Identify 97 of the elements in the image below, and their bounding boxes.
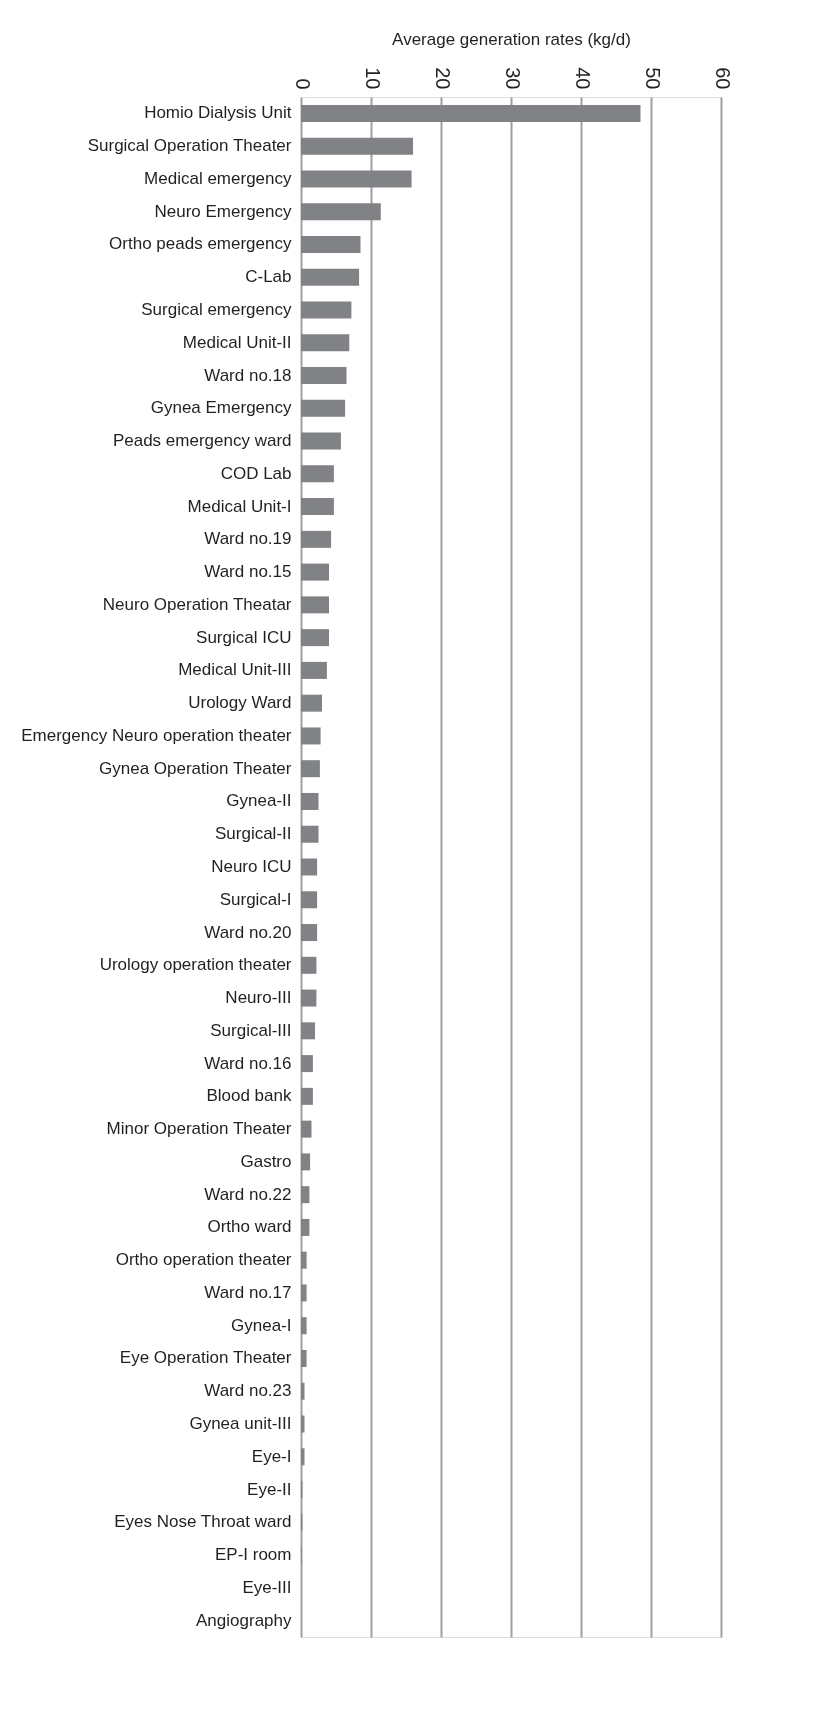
- bar: [301, 596, 329, 614]
- bar: [301, 1382, 305, 1400]
- y-tick-label: Peads emergency ward: [112, 431, 292, 451]
- bar: [301, 727, 321, 745]
- bar: [301, 1218, 310, 1236]
- bar: [301, 530, 332, 548]
- x-tick-label: 20: [431, 67, 454, 90]
- x-tick-label: 40: [571, 67, 594, 90]
- y-tick-label: Emergency Neuro operation theater: [21, 725, 292, 745]
- y-tick-label: Medical emergency: [144, 168, 292, 188]
- y-tick-label: Neuro-III: [225, 988, 292, 1008]
- x-tick-label: 10: [361, 67, 384, 90]
- y-tick-label: Medical Unit-I: [187, 496, 292, 516]
- bar: [301, 1415, 305, 1433]
- bar: [301, 498, 334, 516]
- bar: [301, 694, 322, 712]
- y-tick-label: Ward no.16: [204, 1053, 292, 1073]
- y-tick-label: Surgical Operation Theater: [87, 136, 292, 156]
- y-tick-label: Eye-II: [247, 1479, 292, 1499]
- y-tick-label: Minor Operation Theater: [106, 1119, 292, 1139]
- x-tick-label: 30: [501, 67, 524, 90]
- y-tick-label: Ward no.23: [204, 1381, 292, 1401]
- bar: [301, 235, 361, 253]
- y-tick-label: Surgical ICU: [196, 627, 292, 647]
- y-tick-label: Gynea unit-III: [189, 1414, 292, 1434]
- y-tick-label: EP-I room: [214, 1545, 292, 1565]
- y-tick-label: Gynea Operation Theater: [99, 758, 292, 778]
- y-tick-label: Ward no.22: [204, 1184, 292, 1204]
- y-tick-label: Ward no.17: [204, 1282, 292, 1302]
- y-tick-label: Ward no.20: [204, 922, 292, 942]
- bar: [301, 924, 318, 942]
- y-tick-label: Surgical-I: [219, 889, 292, 909]
- bar: [301, 465, 334, 483]
- bar: [301, 760, 320, 778]
- bar: [301, 858, 318, 876]
- x-tick-label: 50: [641, 67, 664, 90]
- y-tick-label: Eye-III: [242, 1577, 292, 1597]
- bar: [301, 1153, 311, 1171]
- y-tick-label: Eye-I: [251, 1446, 292, 1466]
- x-tick-label: 0: [291, 78, 314, 90]
- y-tick-label: Ward no.18: [204, 365, 292, 385]
- bar: [301, 1448, 305, 1466]
- bar: [301, 563, 329, 581]
- y-tick-label: Ortho operation theater: [115, 1250, 292, 1270]
- bar: [301, 989, 317, 1007]
- bar: [301, 629, 329, 647]
- bar: [301, 1317, 307, 1335]
- bar: [301, 170, 412, 188]
- x-tick-label: 60: [711, 67, 734, 90]
- bar: [301, 137, 413, 155]
- bar: [301, 268, 360, 286]
- bar: [301, 1055, 313, 1073]
- bar: [301, 399, 346, 417]
- y-tick-label: Eyes Nose Throat ward: [114, 1512, 292, 1532]
- y-tick-label: Surgical emergency: [141, 299, 292, 319]
- bar: [301, 1284, 307, 1302]
- y-tick-label: Ortho ward: [207, 1217, 292, 1237]
- y-tick-label: Neuro ICU: [211, 857, 292, 876]
- bar: [301, 432, 341, 450]
- bar: [301, 367, 347, 385]
- y-tick-label: Blood bank: [206, 1086, 292, 1106]
- y-tick-label: Urology Ward: [188, 693, 292, 713]
- y-tick-label: Neuro Emergency: [154, 201, 292, 221]
- y-tick-label: Gastro: [240, 1151, 292, 1171]
- y-tick-label: Medical Unit-III: [178, 660, 292, 680]
- bar: [301, 104, 641, 122]
- bar: [301, 1087, 313, 1105]
- y-tick-label: COD Lab: [220, 463, 292, 483]
- bar: [301, 792, 319, 810]
- bar: [301, 956, 317, 974]
- y-tick-label: Neuro Operation Theatar: [102, 594, 292, 614]
- bar: [301, 203, 381, 221]
- y-tick-label: Medical Unit-II: [182, 332, 292, 352]
- bar: [301, 1186, 310, 1204]
- y-tick-label: Homio Dialysis Unit: [144, 103, 292, 123]
- y-tick-label: Ward no.15: [204, 562, 292, 582]
- y-tick-label: Ward no.19: [204, 529, 292, 549]
- x-axis-title: Average generation rates (kg/d): [392, 30, 631, 50]
- bar: [301, 334, 350, 352]
- y-tick-label: Angiography: [196, 1610, 292, 1630]
- y-tick-label: Gynea-II: [226, 791, 292, 811]
- bar: [301, 301, 352, 319]
- bar: [301, 1120, 312, 1138]
- y-tick-label: C-Lab: [245, 267, 292, 287]
- y-tick-label: Surgical-III: [210, 1020, 292, 1040]
- y-tick-label: Ortho peads emergency: [109, 234, 292, 254]
- y-tick-label: Surgical-II: [214, 824, 292, 844]
- y-tick-label: Gynea-I: [231, 1315, 292, 1335]
- bar: [301, 1349, 307, 1367]
- bar: [301, 661, 327, 679]
- y-tick-label: Urology operation theater: [99, 955, 292, 975]
- y-tick-label: Gynea Emergency: [150, 398, 292, 418]
- bar: [301, 1022, 315, 1040]
- bar: [301, 1251, 307, 1269]
- bar: [301, 825, 319, 843]
- y-tick-label: Eye Operation Theater: [119, 1348, 292, 1368]
- bar: [301, 891, 318, 909]
